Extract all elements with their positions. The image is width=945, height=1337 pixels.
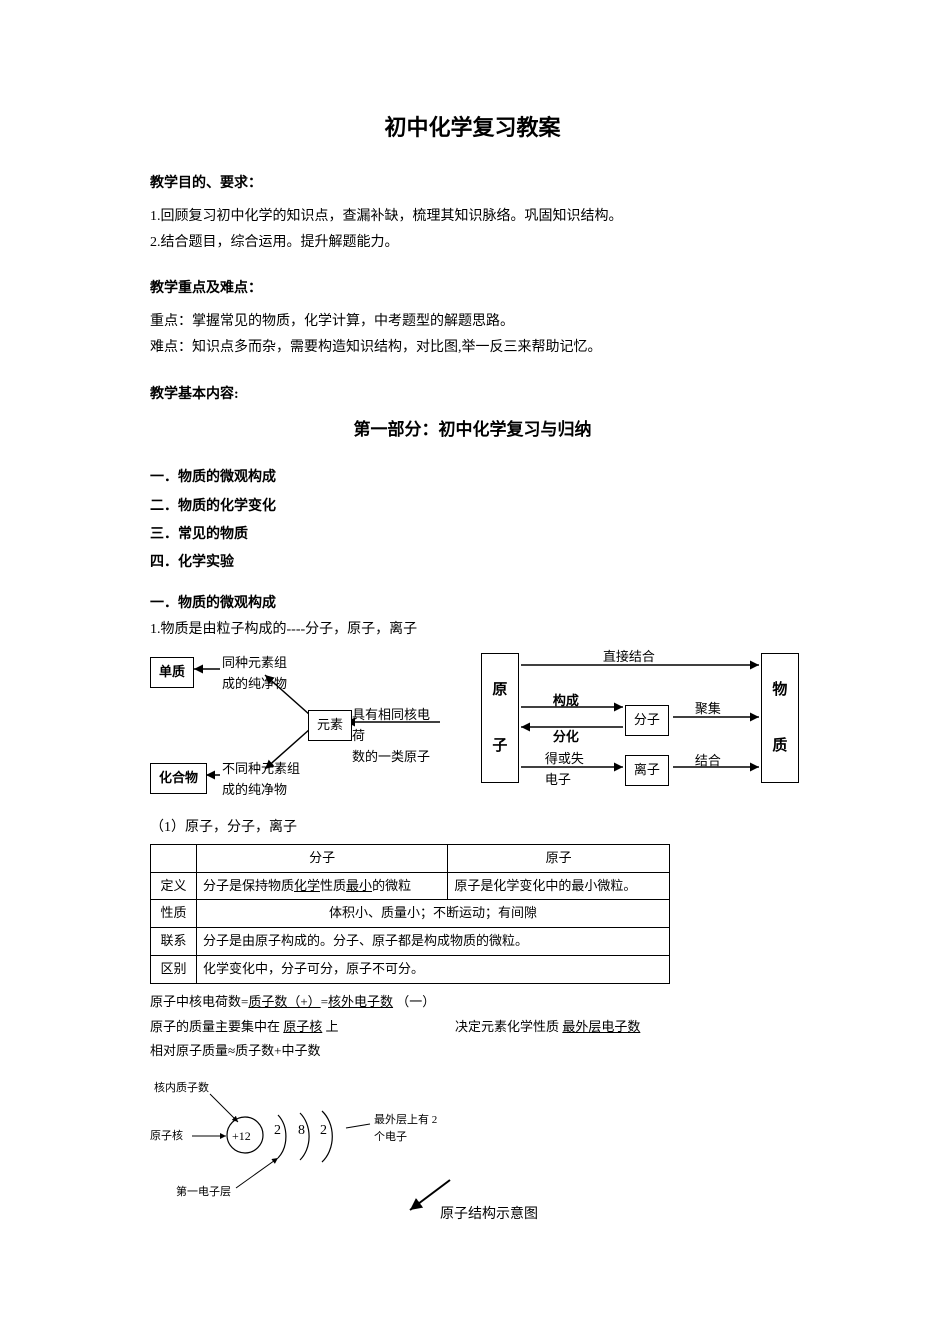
r4-merged: 化学变化中，分子可分，原子不可分。	[197, 956, 670, 984]
danzhi-desc-1: 同种元素组	[222, 653, 287, 674]
n1a: 原子中核电荷数=	[150, 994, 248, 1009]
huahewu-desc-1: 不同种元素组	[222, 759, 300, 780]
r1-c1: 分子是保持物质化学性质最小的微粒	[197, 872, 448, 900]
matter-char-1: 物	[772, 678, 787, 702]
yuansu-box: 元素	[308, 710, 352, 741]
juji-label: 聚集	[695, 699, 721, 720]
section1-heading: 一．物质的微观构成	[150, 593, 795, 615]
table-row: 区别 化学变化中，分子可分，原子不可分。	[151, 956, 670, 984]
goucheng-label: 构成	[553, 691, 579, 712]
n1b: 质子数（+）	[248, 994, 320, 1009]
n1d: 核外电子数	[328, 994, 393, 1009]
molecule-box: 分子	[625, 705, 669, 736]
concept-diagram-row: 单质 同种元素组 成的纯净物 元素 具有相同核电荷 数的一类原子 化合物 不同种…	[150, 647, 795, 797]
n2d: 决定元素化学性质	[455, 1019, 562, 1034]
objectives-line2: 2.结合题目，综合运用。提升解题能力。	[150, 232, 795, 254]
diyi-label: 第一电子层	[176, 1184, 231, 1202]
th-yuanzi: 原子	[448, 844, 670, 872]
danzhi-box: 单质	[150, 657, 194, 688]
outer-1: 最外层上有 2	[374, 1112, 437, 1130]
danzhi-desc-2: 成的纯净物	[222, 674, 287, 695]
shell-n2: 8	[298, 1120, 305, 1142]
table-row: 分子 原子	[151, 844, 670, 872]
yuansu-desc-2: 数的一类原子	[352, 747, 443, 768]
shell-n1: 2	[274, 1120, 281, 1142]
focus-line1: 重点：掌握常见的物质，化学计算，中考题型的解题思路。	[150, 311, 795, 333]
atom-structure-diagram: 核内质子数 原子核 第一电子层 +12 2 8 2 最外层上有 2 个电子 原子…	[150, 1080, 580, 1230]
jiehe-label: 结合	[695, 751, 721, 772]
section1-line1: 1.物质是由粒子构成的----分子，原子，离子	[150, 619, 795, 641]
outer-2: 个电子	[374, 1129, 437, 1147]
focus-block: 教学重点及难点： 重点：掌握常见的物质，化学计算，中考题型的解题思路。 难点：知…	[150, 278, 795, 359]
sub1-heading: （1）原子，分子，离子	[150, 817, 795, 839]
table-row: 定义 分子是保持物质化学性质最小的微粒 原子是化学变化中的最小微粒。	[151, 872, 670, 900]
zhijie-label: 直接结合	[603, 647, 655, 668]
toc-block: 一．物质的微观构成 二．物质的化学变化 三．常见的物质 四．化学实验	[150, 467, 795, 575]
n1e: （一）	[393, 994, 435, 1009]
th-fenzi: 分子	[197, 844, 448, 872]
table-row: 性质 体积小、质量小；不断运动；有间隙	[151, 900, 670, 928]
outer-label: 最外层上有 2 个电子	[374, 1112, 437, 1147]
shell-n3: 2	[320, 1120, 327, 1142]
r2-label: 性质	[151, 900, 197, 928]
toc-item-4: 四．化学实验	[150, 552, 795, 574]
note-1: 原子中核电荷数=质子数（+）=核外电子数 （一）	[150, 990, 795, 1015]
focus-line2: 难点：知识点多而杂，需要构造知识结构，对比图,举一反三来帮助记忆。	[150, 337, 795, 359]
toc-item-2: 二．物质的化学变化	[150, 496, 795, 518]
n2e: 最外层电子数	[562, 1019, 640, 1034]
n2c: 上	[322, 1019, 338, 1034]
compare-table: 分子 原子 定义 分子是保持物质化学性质最小的微粒 原子是化学变化中的最小微粒。…	[150, 844, 670, 984]
r3-label: 联系	[151, 928, 197, 956]
n1c: =	[321, 994, 328, 1009]
yuansu-desc-1: 具有相同核电荷	[352, 705, 443, 747]
atom-char-2: 子	[492, 734, 507, 758]
objectives-line1: 1.回顾复习初中化学的知识点，查漏补缺，梳理其知识脉络。巩固知识结构。	[150, 206, 795, 228]
ion-box: 离子	[625, 755, 669, 786]
n2b: 原子核	[283, 1019, 322, 1034]
nucleus-center: +12	[232, 1127, 251, 1146]
part-title: 第一部分：初中化学复习与归纳	[150, 416, 795, 443]
n2a: 原子的质量主要集中在	[150, 1019, 283, 1034]
atom-box: 原 子	[481, 653, 519, 783]
left-diagram: 单质 同种元素组 成的纯净物 元素 具有相同核电荷 数的一类原子 化合物 不同种…	[150, 647, 443, 797]
yuanzihe-label: 原子核	[150, 1128, 183, 1146]
r2-merged: 体积小、质量小；不断运动；有间隙	[197, 900, 670, 928]
atom-caption: 原子结构示意图	[440, 1204, 538, 1226]
right-diagram: 原 子 物 质 分子 离子 直接结合 构成 分化 聚集 得或失 电子 结合	[473, 647, 795, 797]
note-2: 原子的质量主要集中在 原子核 上 决定元素化学性质 最外层电子数	[150, 1015, 795, 1040]
huahewu-desc-2: 成的纯净物	[222, 780, 300, 801]
heneizhi-label: 核内质子数	[154, 1080, 209, 1098]
toc-item-3: 三．常见的物质	[150, 524, 795, 546]
page-title: 初中化学复习教案	[150, 110, 795, 145]
yuansu-desc: 具有相同核电荷 数的一类原子	[352, 705, 443, 767]
danzhi-desc: 同种元素组 成的纯净物	[222, 653, 287, 695]
objectives-block: 教学目的、要求： 1.回顾复习初中化学的知识点，查漏补缺，梳理其知识脉络。巩固知…	[150, 173, 795, 254]
notes-block: 原子中核电荷数=质子数（+）=核外电子数 （一） 原子的质量主要集中在 原子核 …	[150, 990, 795, 1064]
content-heading: 教学基本内容:	[150, 384, 795, 406]
huahewu-box: 化合物	[150, 763, 207, 794]
table-row: 联系 分子是由原子构成的。分子、原子都是构成物质的微粒。	[151, 928, 670, 956]
matter-box: 物 质	[761, 653, 799, 783]
matter-char-2: 质	[772, 734, 787, 758]
r1-label: 定义	[151, 872, 197, 900]
deshi-2: 电子	[545, 770, 584, 791]
deshi-1: 得或失	[545, 749, 584, 770]
deshi-label: 得或失 电子	[545, 749, 584, 791]
fenhua-label: 分化	[553, 727, 579, 748]
objectives-heading: 教学目的、要求：	[150, 173, 795, 195]
r1-c2: 原子是化学变化中的最小微粒。	[448, 872, 670, 900]
note-3: 相对原子质量≈质子数+中子数	[150, 1039, 795, 1064]
r4-label: 区别	[151, 956, 197, 984]
toc-item-1: 一．物质的微观构成	[150, 467, 795, 489]
r3-merged: 分子是由原子构成的。分子、原子都是构成物质的微粒。	[197, 928, 670, 956]
focus-heading: 教学重点及难点：	[150, 278, 795, 300]
atom-char-1: 原	[492, 678, 507, 702]
huahewu-desc: 不同种元素组 成的纯净物	[222, 759, 300, 801]
